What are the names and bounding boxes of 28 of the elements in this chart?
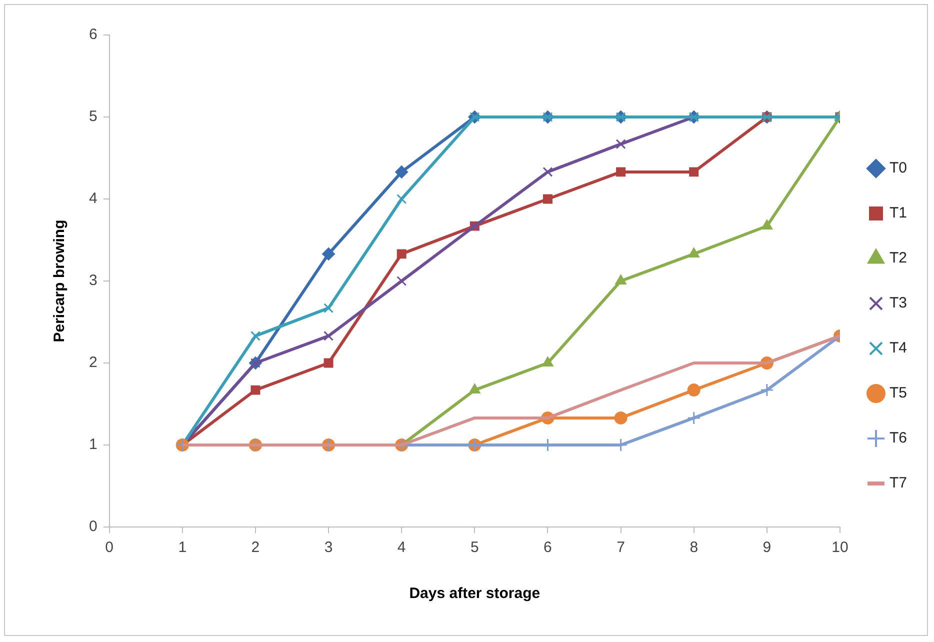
- x-tick-label: 10: [832, 539, 848, 556]
- y-tick-label: 1: [89, 436, 98, 454]
- x-tick-label: 4: [397, 539, 406, 556]
- legend-label: T4: [889, 340, 908, 357]
- y-tick-label: 0: [89, 518, 98, 536]
- y-tick-label: 3: [89, 272, 98, 290]
- legend-label: T5: [889, 384, 908, 402]
- y-tick-label: 2: [89, 354, 98, 372]
- x-tick-label: 9: [762, 539, 772, 556]
- legend-label: T3: [889, 294, 908, 312]
- y-axis-title: Pericarp browing: [51, 220, 68, 342]
- y-tick-label: 5: [89, 108, 98, 126]
- x-tick-label: 0: [105, 539, 114, 556]
- x-tick-label: 6: [544, 539, 552, 556]
- legend-label: T7: [889, 474, 908, 492]
- legend-label: T6: [889, 430, 908, 447]
- y-tick-label: 4: [89, 190, 98, 208]
- x-axis-title: Days after storage: [409, 585, 540, 602]
- legend-label: T1: [889, 204, 908, 222]
- y-tick-label: 6: [89, 26, 98, 44]
- x-tick-label: 1: [178, 539, 187, 556]
- x-tick-label: 5: [470, 539, 479, 556]
- x-tick-label: 7: [616, 539, 625, 556]
- legend-label: T2: [889, 250, 908, 267]
- legend-label: T0: [889, 160, 908, 177]
- x-tick-label: 2: [251, 539, 260, 556]
- x-tick-label: 8: [690, 539, 698, 556]
- x-tick-label: 3: [324, 539, 333, 556]
